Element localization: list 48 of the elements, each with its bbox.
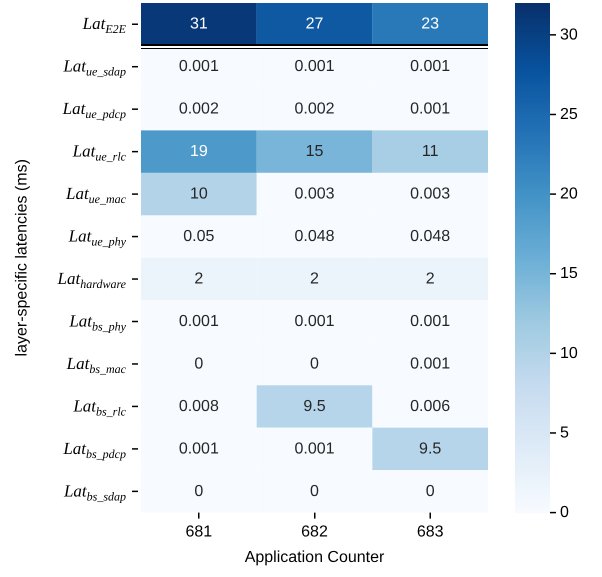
- data-label: 0: [194, 355, 204, 372]
- data-label: 0.002: [178, 100, 219, 118]
- data-label: 9.5: [303, 398, 326, 415]
- data-label: 23: [421, 16, 440, 33]
- data-label: 0.002: [294, 100, 335, 118]
- data-label: 0: [310, 482, 320, 500]
- y-axis-title: layer-specific latencies (ms): [13, 159, 30, 356]
- color-bar-label: 15: [560, 265, 578, 282]
- data-label: 0.008: [178, 398, 219, 415]
- data-label: 0.003: [410, 186, 450, 203]
- x-tick-label: 682: [301, 524, 328, 541]
- data-label: 0.003: [294, 186, 335, 203]
- data-label: 27: [306, 16, 324, 33]
- data-label: 0.001: [294, 440, 335, 458]
- color-bar-label: 30: [560, 26, 578, 44]
- x-tick-label: 683: [416, 524, 444, 541]
- data-label: 0.001: [294, 312, 335, 330]
- data-label: 2: [194, 270, 204, 288]
- data-label: 11: [422, 143, 439, 160]
- data-label: 0.006: [410, 398, 450, 415]
- data-label: 0.001: [410, 355, 450, 372]
- data-label: 0.048: [410, 228, 450, 245]
- data-label: 15: [306, 143, 324, 160]
- data-label: 0.001: [178, 440, 219, 458]
- data-label: 0: [310, 355, 320, 372]
- data-label: 0.001: [410, 312, 450, 330]
- data-label: 0.001: [410, 100, 450, 118]
- data-label: 0.05: [183, 228, 215, 245]
- data-label: 0.001: [178, 312, 219, 330]
- data-label: 2: [426, 270, 435, 288]
- x-axis-title: Application Counter: [244, 548, 385, 566]
- color-bar-label: 5: [560, 424, 569, 442]
- color-bar-label: 10: [560, 344, 578, 362]
- color-bar-label: 0: [560, 504, 569, 522]
- data-label: 2: [310, 270, 320, 288]
- x-tick-label: 681: [185, 524, 212, 541]
- data-label: 0: [426, 482, 435, 500]
- color-bar-label: 25: [560, 106, 578, 123]
- data-label: 31: [190, 16, 208, 33]
- data-label: 0: [194, 482, 204, 500]
- data-label: 0.001: [294, 58, 335, 76]
- data-label: 0.001: [410, 58, 450, 76]
- data-label: 0.001: [178, 58, 219, 76]
- data-label: 10: [190, 186, 208, 203]
- data-label: 19: [190, 143, 208, 160]
- color-bar-label: 20: [560, 186, 578, 203]
- data-label: 9.5: [419, 440, 442, 458]
- data-label: 0.048: [294, 228, 335, 245]
